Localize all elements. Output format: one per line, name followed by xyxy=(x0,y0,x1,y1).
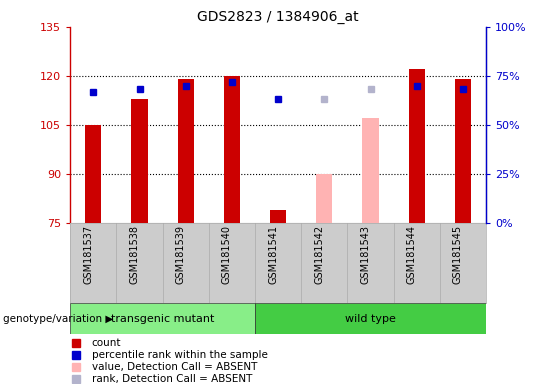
Bar xyxy=(85,125,102,223)
Bar xyxy=(316,174,333,223)
Text: GSM181539: GSM181539 xyxy=(176,225,186,284)
Bar xyxy=(70,303,255,334)
Text: wild type: wild type xyxy=(345,314,396,324)
Text: genotype/variation ▶: genotype/variation ▶ xyxy=(3,314,113,324)
Bar xyxy=(409,70,425,223)
Text: GSM181545: GSM181545 xyxy=(453,225,463,284)
Text: GSM181538: GSM181538 xyxy=(130,225,139,284)
Text: rank, Detection Call = ABSENT: rank, Detection Call = ABSENT xyxy=(92,374,252,384)
Text: GSM181543: GSM181543 xyxy=(361,225,370,284)
Text: GSM181541: GSM181541 xyxy=(268,225,278,284)
Text: value, Detection Call = ABSENT: value, Detection Call = ABSENT xyxy=(92,361,257,372)
Title: GDS2823 / 1384906_at: GDS2823 / 1384906_at xyxy=(197,10,359,25)
Bar xyxy=(224,76,240,223)
Text: percentile rank within the sample: percentile rank within the sample xyxy=(92,350,268,360)
Bar xyxy=(455,79,471,223)
Text: GSM181544: GSM181544 xyxy=(407,225,417,284)
Text: GSM181537: GSM181537 xyxy=(83,225,93,284)
Bar xyxy=(255,303,486,334)
Bar xyxy=(178,79,194,223)
Bar xyxy=(131,99,147,223)
Bar xyxy=(362,118,379,223)
Text: count: count xyxy=(92,338,122,348)
Text: GSM181542: GSM181542 xyxy=(314,225,325,284)
Text: GSM181540: GSM181540 xyxy=(222,225,232,284)
Bar xyxy=(270,210,286,223)
Text: transgenic mutant: transgenic mutant xyxy=(111,314,214,324)
